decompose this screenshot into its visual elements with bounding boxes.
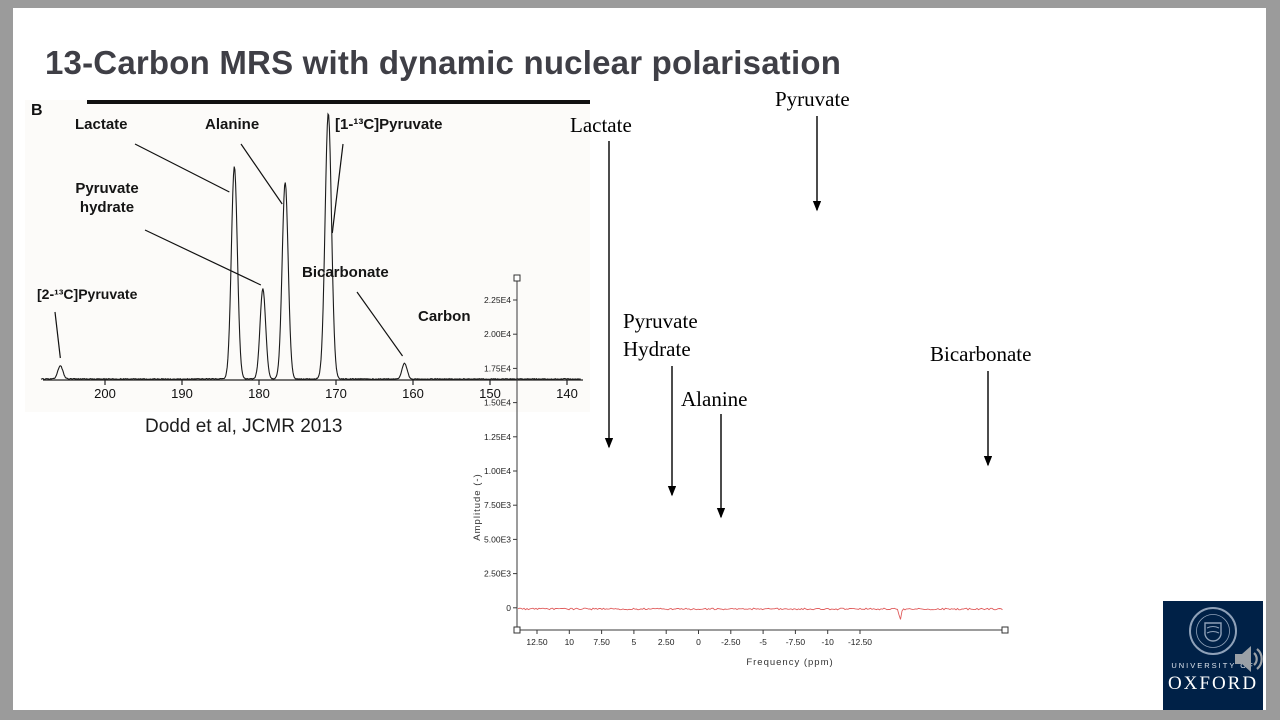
svg-text:-2.50: -2.50 (721, 637, 741, 647)
citation: Dodd et al, JCMR 2013 (145, 416, 343, 437)
audio-speaker-icon[interactable] (1230, 642, 1264, 676)
svg-text:Amplitude (-): Amplitude (-) (472, 473, 483, 540)
bicarbonate-peak-label: Bicarbonate (302, 264, 389, 281)
svg-text:7.50E3: 7.50E3 (484, 500, 511, 510)
alanine-annotation: Alanine (681, 387, 748, 411)
xaxis-label-partial: Carbon (418, 308, 471, 325)
pyruvate-hydrate-annotation-line1: Pyruvate (623, 309, 698, 333)
svg-text:Frequency (ppm): Frequency (ppm) (746, 657, 833, 668)
svg-text:0: 0 (506, 603, 511, 613)
svg-text:-7.50: -7.50 (786, 637, 806, 647)
pyruvate-c2-peak-label: [2-¹³C]Pyruvate (37, 286, 138, 302)
svg-text:2.25E4: 2.25E4 (484, 295, 511, 305)
slide-title: 13-Carbon MRS with dynamic nuclear polar… (45, 44, 842, 81)
pyruvate-annotation: Pyruvate (775, 87, 850, 111)
svg-text:190: 190 (171, 386, 193, 401)
svg-text:10: 10 (565, 637, 575, 647)
lactate-peak-label: Lactate (75, 116, 128, 133)
svg-text:170: 170 (325, 386, 347, 401)
pyruvate-c1-peak-label: [1-¹³C]Pyruvate (335, 116, 443, 133)
svg-text:7.50: 7.50 (593, 637, 610, 647)
svg-text:2.50E3: 2.50E3 (484, 569, 511, 579)
svg-text:12.50: 12.50 (526, 637, 548, 647)
svg-text:1.00E4: 1.00E4 (484, 466, 511, 476)
svg-text:-12.50: -12.50 (848, 637, 872, 647)
pyruvate-hydrate-annotation-line2: Hydrate (623, 336, 691, 361)
panel-label: B (31, 102, 43, 119)
figure-top-border (87, 100, 590, 104)
acquired-spectrum-chart: 2.25E4 2.00E4 1.75E4 1.50E4 1.25E4 1.00E4 7.50… (460, 262, 1060, 682)
svg-text:200: 200 (94, 386, 116, 401)
svg-text:5: 5 (632, 637, 637, 647)
lactate-annotation: Lactate (570, 113, 632, 137)
pyruvate-hydrate-annotation: Pyruvate Hydrate (623, 308, 698, 363)
pyruvate-hydrate-peak-label: Pyruvate hydrate (75, 180, 139, 216)
logo-oxford: OXFORD (1167, 673, 1259, 694)
svg-text:150: 150 (479, 386, 501, 401)
logo-university-of: UNIVERSITY OF (1171, 661, 1255, 670)
bicarbonate-annotation: Bicarbonate (930, 342, 1032, 366)
svg-text:1.75E4: 1.75E4 (484, 363, 511, 373)
svg-text:160: 160 (402, 386, 424, 401)
svg-text:2.00E4: 2.00E4 (484, 329, 511, 339)
svg-text:180: 180 (248, 386, 270, 401)
svg-text:-10: -10 (822, 637, 835, 647)
svg-text:0: 0 (696, 637, 701, 647)
published-spectrum-figure: B 200 190 180 170 160 150 140 Lactate Alanine … (25, 100, 590, 412)
alanine-peak-label: Alanine (205, 116, 260, 133)
svg-text:1.25E4: 1.25E4 (484, 432, 511, 442)
acquired-spectrum-plot: 2.25E4 2.00E4 1.75E4 1.50E4 1.25E4 1.00E4 7.50… (472, 274, 1009, 668)
svg-text:-5: -5 (759, 637, 767, 647)
oxford-crest-icon (1189, 607, 1237, 655)
svg-text:140: 140 (556, 386, 578, 401)
published-spectrum-plot: 200 190 180 170 160 150 140 (40, 112, 583, 401)
svg-text:1.50E4: 1.50E4 (484, 398, 511, 408)
svg-text:2.50: 2.50 (658, 637, 675, 647)
svg-text:5.00E3: 5.00E3 (484, 534, 511, 544)
